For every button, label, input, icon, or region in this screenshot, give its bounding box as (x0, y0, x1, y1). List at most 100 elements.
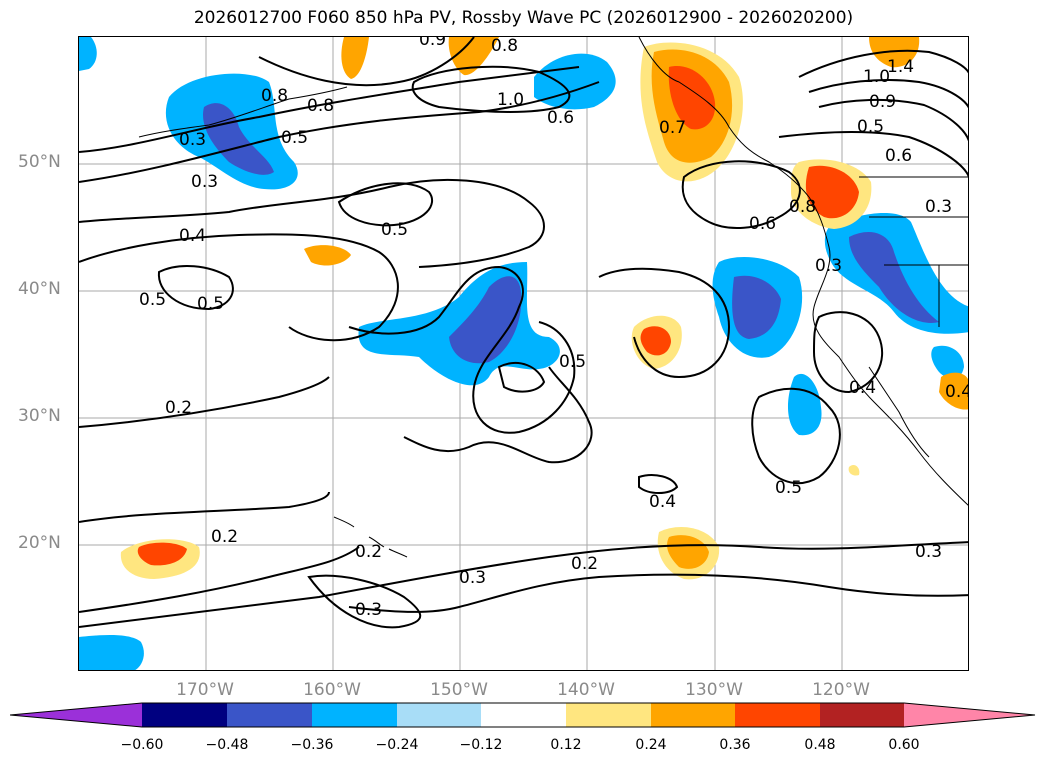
colorbar-tick: 0.60 (888, 737, 920, 753)
contour-label: 1.4 (887, 57, 914, 77)
contour-hawaii-small (638, 474, 679, 494)
colorbar-tick: −0.48 (205, 737, 249, 753)
colorbar-swatch (735, 703, 820, 727)
lon-label-170w: 170°W (176, 680, 234, 700)
colorbar-tick: −0.60 (120, 737, 164, 753)
colorbar-swatch (481, 703, 566, 727)
colorbar-swatch (651, 703, 735, 727)
contour-label: 0.8 (261, 86, 288, 106)
colorbar-outline (9, 702, 1036, 728)
colorbar-tick: 0.24 (635, 737, 667, 753)
contour-california-loop (812, 311, 884, 394)
contour-label: 0.5 (281, 128, 308, 148)
contour-closed-2 (157, 265, 234, 311)
contour-label: 0.4 (649, 492, 676, 512)
neg-blob-aleutian-core (203, 103, 274, 175)
pos-blob-alaska-core (668, 66, 716, 130)
pos-blob-west-core (137, 542, 187, 566)
lon-label-120w: 120°W (812, 680, 870, 700)
colorbar-tick: 0.12 (550, 737, 582, 753)
coastline-hawaii (333, 516, 408, 558)
neg-blob-west-of-ca-core (732, 275, 781, 339)
colorbar-tick: 0.48 (804, 737, 836, 753)
lat-label-50n: 50°N (18, 152, 61, 172)
pos-blob-central-small (304, 245, 351, 266)
colorbar-swatch (904, 703, 1035, 727)
coastline-north-america (808, 196, 968, 506)
contour-label: 0.2 (571, 554, 598, 574)
contour-south-3 (348, 573, 968, 613)
coastline-baja (868, 366, 930, 458)
contour-arc-north-4 (411, 65, 571, 113)
lat-label-30n: 30°N (18, 406, 61, 426)
contour-central-wave-2 (497, 362, 546, 393)
contour-label: 0.2 (355, 542, 382, 562)
contour-label: 0.4 (849, 378, 876, 398)
contour-arc-north-1 (79, 66, 580, 153)
lon-label-150w: 150°W (430, 680, 488, 700)
contour-closed-1 (337, 182, 434, 227)
colorbar-tick: −0.36 (290, 737, 334, 753)
contour-east-loop-2 (681, 160, 801, 229)
colorbar-swatch (227, 703, 312, 727)
contour-label: 0.2 (211, 527, 238, 547)
contour-label: 0.3 (179, 130, 206, 150)
colorbar-swatch (397, 703, 481, 727)
state-borders (859, 176, 968, 327)
contour-label: 0.5 (559, 352, 586, 372)
map-panel: 0.8 0.9 0.8 1.0 0.6 0.8 0.5 0.3 0.3 0.4 … (78, 36, 969, 671)
contour-east-loop (598, 267, 731, 379)
lat-label-20n: 20°N (18, 533, 61, 553)
pos-blob-gulf-top (448, 37, 499, 76)
colorbar-swatch (820, 703, 904, 727)
contour-label: 0.9 (419, 37, 446, 50)
pos-blob-nw-top (341, 37, 369, 79)
neg-blob-baja (787, 373, 822, 436)
contour-east-loop-3 (751, 387, 841, 484)
contour-south-1 (79, 541, 968, 628)
coastline-aleutians (138, 86, 348, 138)
contour-label: 0.5 (775, 478, 802, 498)
positive-anomalies (120, 37, 968, 580)
pos-blob-pacific-tiny (848, 464, 860, 476)
pos-blob-mexico (939, 372, 968, 410)
contour-label: 0.4 (945, 382, 969, 402)
contour-label: 0.6 (749, 214, 776, 234)
lon-label-140w: 140°W (557, 680, 615, 700)
pv-contours (79, 37, 968, 629)
contour-latitude-02-a (79, 376, 330, 428)
contour-label: 0.3 (815, 256, 842, 276)
contour-label: 0.3 (191, 172, 218, 192)
contour-label: 0.7 (659, 118, 686, 138)
neg-blob-gulf (534, 53, 616, 110)
negative-anomalies (79, 37, 968, 670)
contour-label: 0.5 (139, 290, 166, 310)
lat-label-40n: 40°N (18, 279, 61, 299)
neg-blob-corner (79, 634, 144, 670)
neg-blob-great-basin-core (849, 232, 939, 323)
pos-blob-offshore-core (640, 326, 671, 356)
pos-blob-bc-core (805, 165, 859, 219)
contour-latitude-02-c (79, 546, 360, 613)
contour-south-2 (307, 574, 422, 629)
contour-label: 0.3 (925, 197, 952, 217)
lon-label-160w: 160°W (303, 680, 361, 700)
contour-latitude-02-b (79, 491, 330, 523)
neg-blob-nw (79, 37, 97, 71)
contour-label: 0.3 (355, 600, 382, 620)
colorbar-swatch (142, 703, 227, 727)
contour-label: 1.0 (863, 67, 890, 87)
colorbar-tick: −0.12 (459, 737, 503, 753)
contour-label: 0.8 (789, 197, 816, 217)
colorbar-swatch (10, 703, 142, 727)
contour-label: 0.9 (869, 92, 896, 112)
contour-central-wave-3 (403, 366, 593, 464)
colorbar-tick: −0.24 (375, 737, 419, 753)
contour-arc-north-2 (79, 81, 600, 183)
contour-label: 0.6 (547, 108, 574, 128)
contour-label: 0.3 (915, 542, 942, 562)
contour-midlat-2 (79, 233, 399, 342)
contour-east-rockies-1 (798, 49, 968, 78)
colorbar (9, 702, 1037, 732)
colorbar-svg (9, 702, 1036, 728)
